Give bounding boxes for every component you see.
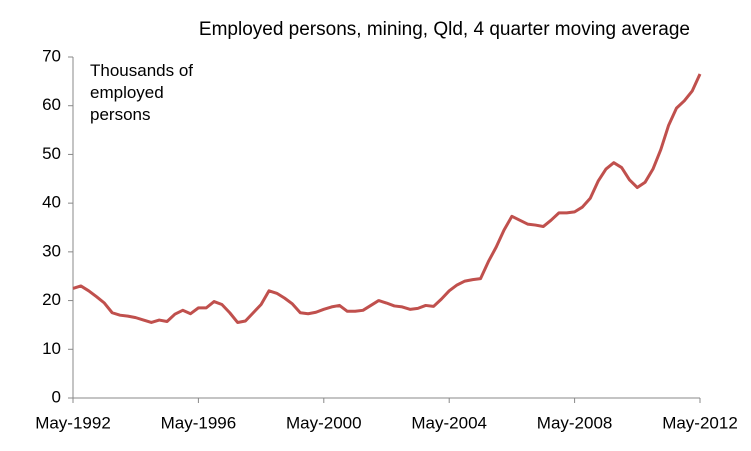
chart-title: Employed persons, mining, Qld, 4 quarter…: [199, 19, 690, 40]
y-tick-label: 30: [42, 241, 61, 260]
line-series: [72, 73, 702, 324]
y-tick-label: 50: [42, 144, 61, 163]
y-tick-label: 40: [42, 193, 61, 212]
x-tick-label: May-1992: [35, 413, 111, 432]
y-tick-label: 70: [42, 46, 61, 65]
x-tick-label: May-1996: [161, 413, 237, 432]
y-tick-label: 0: [52, 387, 61, 406]
y-tick-label: 60: [42, 95, 61, 114]
x-tick-label: May-2004: [411, 413, 487, 432]
x-tick-label: May-2008: [537, 413, 613, 432]
x-tick-label: May-2000: [286, 413, 362, 432]
y-axis-label: Thousands of employed persons: [90, 61, 194, 124]
y-tick-label: 20: [42, 290, 61, 309]
y-tick-label: 10: [42, 339, 61, 358]
x-tick-label: May-2012: [662, 413, 738, 432]
